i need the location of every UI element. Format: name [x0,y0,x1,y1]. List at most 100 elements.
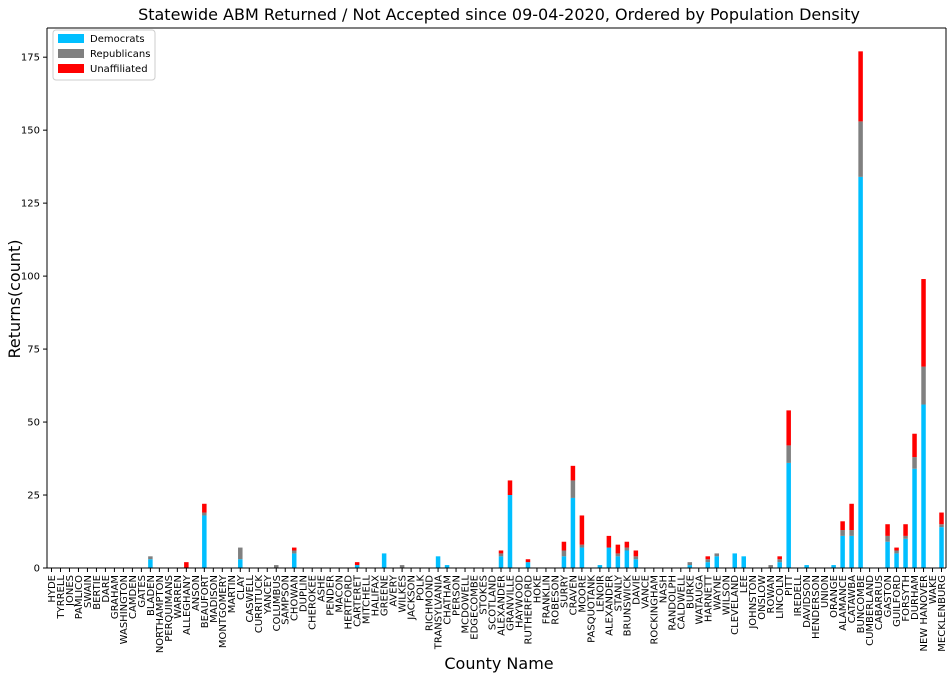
x-tick-label-22: CASWELL [245,575,256,623]
x-tick-label-73: HARNETT [703,574,714,622]
x-tick-label-28: DUPLIN [299,575,310,612]
bar-unaffiliated-62 [606,535,612,548]
y-tick-label-3: 75 [27,345,40,356]
bar-unaffiliated-89 [849,503,854,531]
x-tick-label-41: POLK [416,575,427,601]
x-tick-label-20: MARTIN [227,575,238,613]
x-tick-label-35: MITCHELL [362,575,373,624]
x-tick-label-8: WASHINGTON [119,575,130,644]
x-tick-label-5: BERTIE [92,575,103,610]
bar-unaffiliated-58 [570,465,576,481]
bar-republicans-90 [858,121,863,177]
y-tick-label-7: 175 [21,53,40,64]
x-tick-label-90: BUNCOMBE [856,575,867,633]
x-tick-label-92: CABARRUS [874,575,885,630]
bar-democrats-95 [903,538,908,568]
x-tick-label-25: COLUMBUS [272,575,283,631]
x-tick-label-23: CURRITUCK [254,575,265,634]
bar-republicans-99 [939,524,944,528]
x-tick-label-57: SURRY [559,574,570,608]
bar-democrats-62 [606,547,612,568]
x-tick-label-47: EDGECOMBE [470,575,481,640]
x-tick-label-82: PITT [784,574,795,596]
bar-democrats-89 [849,535,854,568]
bar-democrats-50 [498,556,504,568]
x-tick-label-44: CHATHAM [443,575,454,625]
x-tick-label-40: JACKSON [407,575,418,621]
y-tick-label-5: 125 [21,199,40,210]
bar-unaffiliated-15 [184,562,189,568]
y-tick-label-2: 50 [27,418,40,429]
x-tick-label-96: DURHAM [910,575,921,620]
x-tick-label-39: WILKES [398,575,409,613]
bar-republicans-63 [615,553,621,557]
x-tick-label-84: DAVIDSON [802,575,813,628]
bar-democrats-51 [507,495,513,568]
x-tick-label-62: ALEXANDER [604,575,615,636]
x-axis-title: County Name [444,654,553,673]
x-tick-label-32: MACON [335,575,346,613]
bar-unaffiliated-57 [561,541,567,551]
bar-republicans-82 [786,445,791,463]
x-tick-label-77: LEE [739,575,750,593]
y-axis-ticks: 0 25 50 75 100 125 150 175 [21,53,47,575]
bar-democrats-81 [777,562,782,568]
legend-swatch-unaffiliated [58,64,84,73]
bar-unaffiliated-96 [912,433,917,458]
bar-republicans-89 [849,530,854,536]
x-tick-label-10: GATES [137,575,148,608]
bar-unaffiliated-51 [507,480,513,496]
x-tick-label-83: IREDELL [793,575,804,617]
bar-republicans-88 [840,530,845,536]
bar-democrats-63 [615,556,621,568]
x-tick-label-14: WARREN [173,575,184,619]
bar-republicans-95 [903,535,908,539]
bar-democrats-93 [885,541,890,568]
x-tick-label-63: STANLY [613,574,624,611]
x-tick-label-4: SWAIN [83,575,94,608]
x-tick-label-85: HENDERSON [811,575,822,639]
x-tick-label-1: TYRRELL [56,575,67,620]
legend: Democrats Republicans Unaffiliated [52,29,156,81]
bar-democrats-74 [714,556,720,568]
x-tick-label-49: SCOTLAND [488,575,499,630]
y-tick-label-6: 150 [21,126,40,137]
plot-frame [47,28,946,568]
x-tick-label-54: HOKE [532,575,543,603]
bar-republicans-58 [570,480,576,498]
x-tick-label-3: PAMLICO [74,575,85,619]
x-tick-label-98: WAKE [928,575,939,604]
x-tick-label-30: ASHE [317,575,328,602]
bar-republicans-93 [885,535,890,542]
bar-democrats-11 [148,559,153,568]
bar-republicans-39 [399,565,405,568]
x-tick-label-31: PENDER [326,575,337,616]
x-tick-label-80: ROWAN [766,575,777,613]
bar-unaffiliated-90 [858,51,863,122]
bar-republicans-27 [291,550,297,554]
bar-democrats-96 [912,468,917,568]
bars-group [148,51,944,569]
x-tick-label-99: MECKLENBURG [937,575,948,652]
x-tick-label-43: TRANSYLVANIA [434,575,445,650]
bar-republicans-59 [579,544,585,548]
x-tick-label-71: BURKE [685,575,696,609]
x-tick-label-95: FORSYTH [901,575,912,622]
x-tick-label-17: BEAUFORT [200,574,211,628]
x-tick-label-87: ORANGE [829,575,840,618]
x-tick-label-69: RANDOLPH [667,575,678,631]
x-tick-label-34: CARTERET [353,574,364,627]
bar-democrats-94 [894,553,899,568]
x-tick-label-16: ANSON [191,575,202,611]
bar-republicans-17 [202,512,207,516]
x-tick-label-26: SAMPSON [281,575,292,625]
y-axis-title: Returns(count) [5,239,24,358]
bar-unaffiliated-95 [903,524,908,536]
bar-democrats-21 [238,559,243,568]
x-tick-label-19: MONTGOMERY [218,574,229,648]
bar-republicans-71 [687,562,693,566]
bar-republicans-73 [705,559,711,563]
bar-democrats-73 [705,562,711,568]
x-tick-label-38: AVERY [389,574,400,607]
